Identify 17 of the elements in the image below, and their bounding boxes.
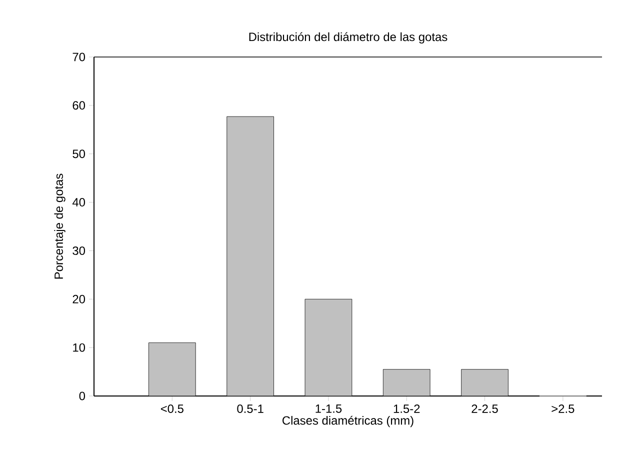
x-tick-label: <0.5	[160, 404, 184, 413]
x-tick-label: 0.5-1	[237, 404, 264, 413]
y-tick-label: 30	[72, 246, 86, 255]
x-axis-title: Clases diamétricas (mm)	[282, 416, 414, 428]
y-tick-label: 50	[72, 150, 86, 158]
y-tick-label: 60	[72, 101, 86, 110]
y-tick-label: 40	[72, 198, 86, 206]
y-axis-title: Porcentaje de gotas	[54, 174, 66, 279]
x-tick-label: >2.5	[552, 404, 574, 413]
x-tick-label: 1.5-2	[394, 404, 420, 413]
y-tick-label: 70	[72, 52, 86, 62]
chart-title: Distribución del diámetro de las gotas	[249, 32, 448, 44]
y-tick-label: 20	[72, 294, 86, 304]
x-tick-label: 1-1.5	[316, 404, 342, 413]
x-tick-label: 2-2.5	[472, 404, 498, 413]
y-tick-label: 0	[79, 392, 86, 400]
y-tick-label: 10	[73, 343, 86, 352]
